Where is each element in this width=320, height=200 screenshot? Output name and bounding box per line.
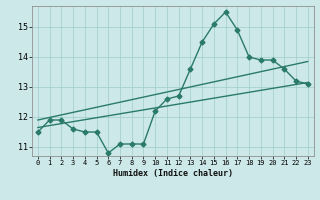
X-axis label: Humidex (Indice chaleur): Humidex (Indice chaleur) [113, 169, 233, 178]
